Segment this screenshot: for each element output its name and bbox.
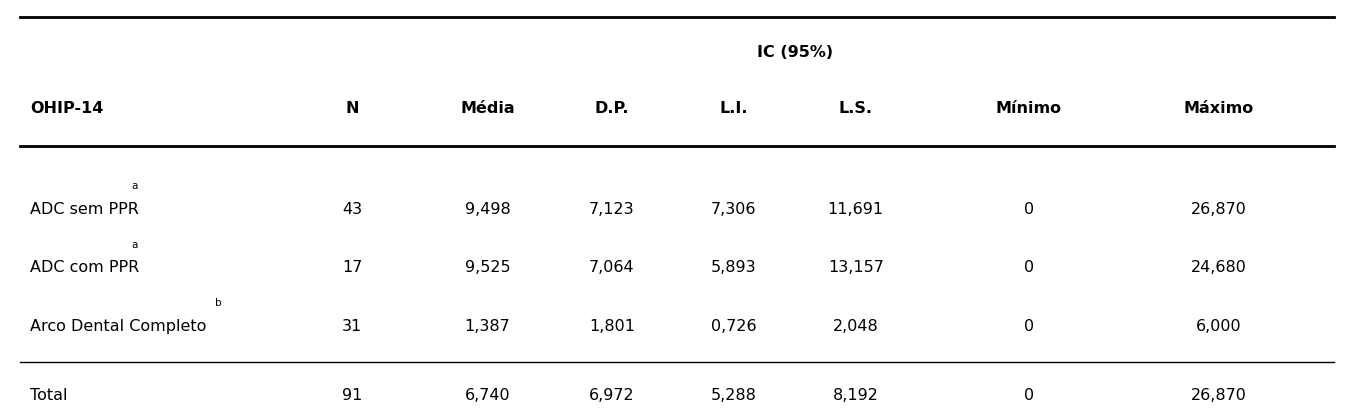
- Text: 0: 0: [1024, 319, 1034, 334]
- Text: 7,064: 7,064: [589, 260, 635, 275]
- Text: 8,192: 8,192: [833, 387, 879, 403]
- Text: 24,680: 24,680: [1190, 260, 1247, 275]
- Text: OHIP-14: OHIP-14: [30, 101, 103, 116]
- Text: Total: Total: [30, 387, 68, 403]
- Text: 5,893: 5,893: [711, 260, 757, 275]
- Text: Máximo: Máximo: [1183, 101, 1254, 116]
- Text: 0: 0: [1024, 260, 1034, 275]
- Text: 9,498: 9,498: [464, 201, 510, 217]
- Text: 11,691: 11,691: [827, 201, 884, 217]
- Text: Arco Dental Completo: Arco Dental Completo: [30, 319, 206, 334]
- Text: IC (95%): IC (95%): [757, 45, 833, 60]
- Text: 0: 0: [1024, 387, 1034, 403]
- Text: a: a: [131, 181, 138, 191]
- Text: a: a: [131, 240, 138, 250]
- Text: 26,870: 26,870: [1190, 201, 1247, 217]
- Text: 1,801: 1,801: [589, 319, 635, 334]
- Text: 9,525: 9,525: [464, 260, 510, 275]
- Text: 7,123: 7,123: [589, 201, 635, 217]
- Text: L.S.: L.S.: [838, 101, 873, 116]
- Text: 0,726: 0,726: [711, 319, 757, 334]
- Text: ADC sem PPR: ADC sem PPR: [30, 201, 138, 217]
- Text: 13,157: 13,157: [827, 260, 884, 275]
- Text: ADC com PPR: ADC com PPR: [30, 260, 139, 275]
- Text: 6,000: 6,000: [1196, 319, 1242, 334]
- Text: 31: 31: [343, 319, 362, 334]
- Text: 26,870: 26,870: [1190, 387, 1247, 403]
- Text: 0: 0: [1024, 201, 1034, 217]
- Text: 1,387: 1,387: [464, 319, 510, 334]
- Text: 5,288: 5,288: [711, 387, 757, 403]
- Text: Média: Média: [460, 101, 515, 116]
- Text: 6,972: 6,972: [589, 387, 635, 403]
- Text: N: N: [345, 101, 359, 116]
- Text: b: b: [215, 298, 222, 308]
- Text: 7,306: 7,306: [711, 201, 757, 217]
- Text: 6,740: 6,740: [464, 387, 510, 403]
- Text: 2,048: 2,048: [833, 319, 879, 334]
- Text: 43: 43: [343, 201, 362, 217]
- Text: Mínimo: Mínimo: [997, 101, 1062, 116]
- Text: 17: 17: [341, 260, 363, 275]
- Text: D.P.: D.P.: [594, 101, 630, 116]
- Text: 91: 91: [341, 387, 363, 403]
- Text: L.I.: L.I.: [719, 101, 749, 116]
